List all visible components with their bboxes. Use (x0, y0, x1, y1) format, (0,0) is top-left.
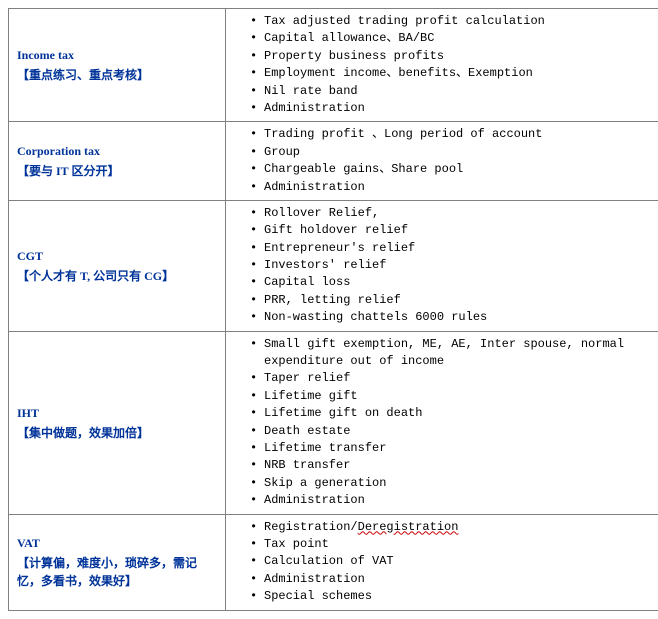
list-item: Property business profits (250, 48, 658, 65)
topic-title: Income tax (17, 46, 217, 64)
tax-summary-table: Income tax 【重点练习、重点考核】 Tax adjusted trad… (8, 8, 658, 611)
details-list: Rollover Relief, Gift holdover relief En… (234, 205, 658, 327)
details-list: Trading profit 、Long period of account G… (234, 126, 658, 196)
list-item: Trading profit 、Long period of account (250, 126, 658, 143)
list-item: Lifetime gift on death (250, 405, 658, 422)
details-cell: Tax adjusted trading profit calculation … (226, 9, 658, 122)
table-row: VAT 【计算偏，难度小，琐碎多，需记忆，多看书，效果好】 Registrati… (9, 514, 658, 610)
list-item: Taper relief (250, 370, 658, 387)
list-item: Death estate (250, 423, 658, 440)
list-item: Small gift exemption, ME, AE, Inter spou… (250, 336, 658, 371)
topic-cell: VAT 【计算偏，难度小，琐碎多，需记忆，多看书，效果好】 (9, 514, 226, 610)
list-item: PRR, letting relief (250, 292, 658, 309)
topic-note: 【重点练习、重点考核】 (17, 66, 217, 84)
list-item: Employment income、benefits、Exemption (250, 65, 658, 82)
details-cell: Rollover Relief, Gift holdover relief En… (226, 200, 658, 331)
topic-note: 【集中做题，效果加倍】 (17, 424, 217, 442)
table-row: Income tax 【重点练习、重点考核】 Tax adjusted trad… (9, 9, 658, 122)
list-item: NRB transfer (250, 457, 658, 474)
list-item: Administration (250, 492, 658, 509)
list-item: Chargeable gains、Share pool (250, 161, 658, 178)
topic-cell: IHT 【集中做题，效果加倍】 (9, 331, 226, 514)
details-cell: Small gift exemption, ME, AE, Inter spou… (226, 331, 658, 514)
topic-cell: Income tax 【重点练习、重点考核】 (9, 9, 226, 122)
details-list: Small gift exemption, ME, AE, Inter spou… (234, 336, 658, 510)
list-item: Registration/Deregistration (250, 519, 658, 536)
list-item: Special schemes (250, 588, 658, 605)
list-item: Entrepreneur's relief (250, 240, 658, 257)
list-item: Nil rate band (250, 83, 658, 100)
list-item: Skip a generation (250, 475, 658, 492)
topic-cell: CGT 【个人才有 T, 公司只有 CG】 (9, 200, 226, 331)
list-item: Lifetime gift (250, 388, 658, 405)
topic-note: 【个人才有 T, 公司只有 CG】 (17, 267, 217, 285)
details-cell: Registration/Deregistration Tax point Ca… (226, 514, 658, 610)
list-item: Rollover Relief, (250, 205, 658, 222)
topic-title: CGT (17, 247, 217, 265)
list-item: Lifetime transfer (250, 440, 658, 457)
table-row: IHT 【集中做题，效果加倍】 Small gift exemption, ME… (9, 331, 658, 514)
table-row: CGT 【个人才有 T, 公司只有 CG】 Rollover Relief, G… (9, 200, 658, 331)
list-item: Capital loss (250, 274, 658, 291)
topic-note: 【计算偏，难度小，琐碎多，需记忆，多看书，效果好】 (17, 554, 217, 590)
details-list: Tax adjusted trading profit calculation … (234, 13, 658, 117)
list-item: Non-wasting chattels 6000 rules (250, 309, 658, 326)
list-item: Tax adjusted trading profit calculation (250, 13, 658, 30)
topic-title: Corporation tax (17, 142, 217, 160)
details-cell: Trading profit 、Long period of account G… (226, 122, 658, 201)
list-item: Tax point (250, 536, 658, 553)
list-item: Group (250, 144, 658, 161)
list-item: Capital allowance、BA/BC (250, 30, 658, 47)
details-list: Registration/Deregistration Tax point Ca… (234, 519, 658, 606)
list-item: Gift holdover relief (250, 222, 658, 239)
list-item: Administration (250, 571, 658, 588)
table-row: Corporation tax 【要与 IT 区分开】 Trading prof… (9, 122, 658, 201)
list-item: Investors' relief (250, 257, 658, 274)
topic-title: IHT (17, 404, 217, 422)
list-item: Calculation of VAT (250, 553, 658, 570)
topic-note: 【要与 IT 区分开】 (17, 162, 217, 180)
list-item: Administration (250, 100, 658, 117)
topic-cell: Corporation tax 【要与 IT 区分开】 (9, 122, 226, 201)
topic-title: VAT (17, 534, 217, 552)
list-item: Administration (250, 179, 658, 196)
spellcheck-word: Deregistration (358, 520, 459, 534)
